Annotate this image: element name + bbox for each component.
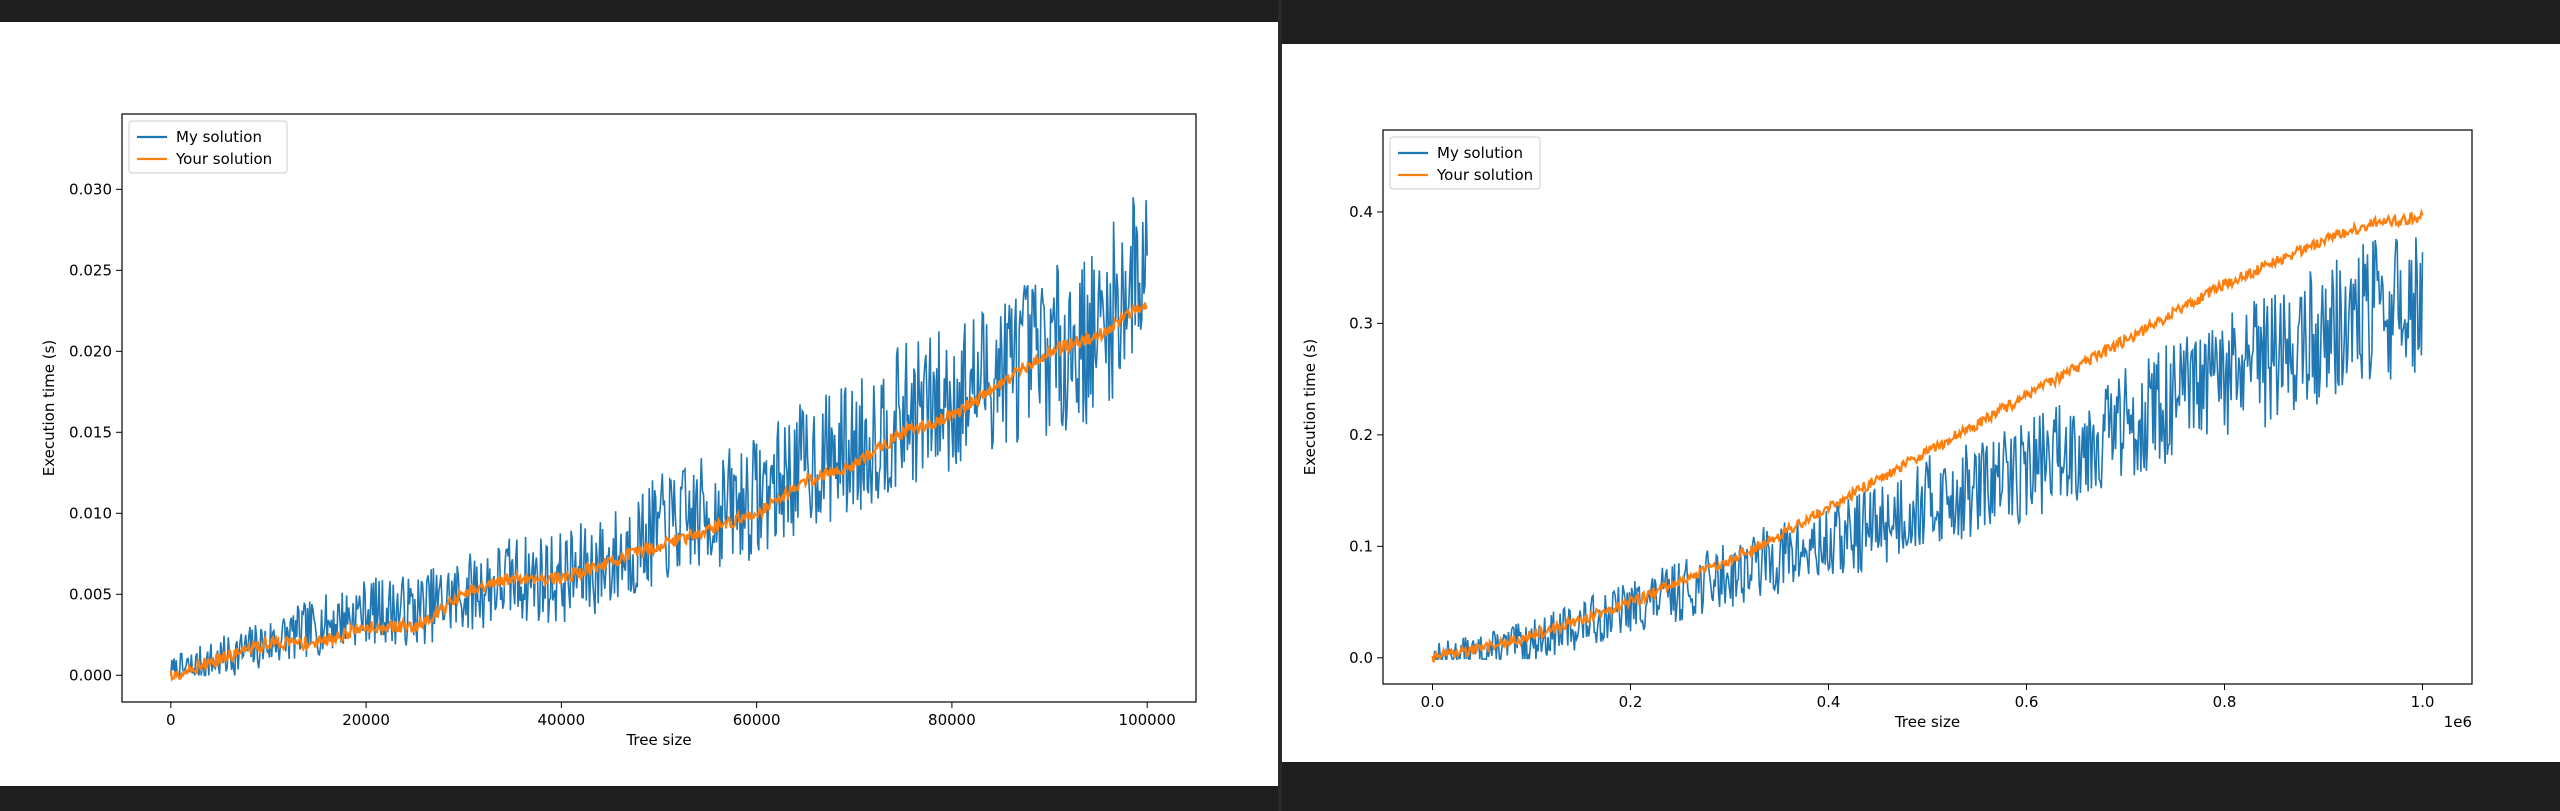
y-tick-label: 0.0 (1349, 649, 1373, 667)
axes-frame (1382, 129, 2473, 685)
x-tick-label: 1.0 (2411, 693, 2435, 711)
x-tick-label: 80000 (928, 711, 976, 729)
x-tick-label: 20000 (342, 711, 390, 729)
legend-entry: My solution (1437, 144, 1523, 162)
legend: My solution Your solution (1389, 136, 1541, 190)
y-tick-label: 0.4 (1349, 203, 1373, 221)
y-tick-label: 0.3 (1349, 314, 1373, 332)
x-tick-label: 0 (166, 711, 176, 729)
y-tick-label: 0.005 (69, 585, 112, 603)
x-tick-label: 0.6 (2015, 693, 2039, 711)
y-tick-label: 0.010 (69, 504, 112, 522)
x-tick-label: 0.8 (2213, 693, 2237, 711)
axes-frame (121, 113, 1197, 703)
y-tick-label: 0.020 (69, 342, 112, 360)
x-tick-label: 0.0 (1421, 693, 1445, 711)
x-tick-label: 0.2 (1619, 693, 1643, 711)
my-solution-line (1432, 237, 2424, 660)
x-tick-label: 0.4 (1817, 693, 1841, 711)
my-solution-line (170, 197, 1148, 677)
legend-entry: Your solution (1436, 166, 1533, 184)
x-tick-label: 60000 (733, 711, 781, 729)
y-tick-label: 0.2 (1349, 426, 1373, 444)
your-solution-line (1431, 208, 2424, 663)
legend: My solution Your solution (128, 120, 288, 174)
window-divider (1278, 0, 1282, 811)
y-tick-label: 0.000 (69, 666, 112, 684)
chart-panel-left: 0 20000 40000 60000 80000 100000 0.000 0.005 0.0… (0, 22, 1278, 786)
chart-panel-right: 0.0 0.2 0.4 0.6 0.8 1.0 0.0 0.1 0.2 0.3 0.4 Tree si… (1282, 44, 2560, 762)
execution-time-chart-right: 0.0 0.2 0.4 0.6 0.8 1.0 0.0 0.1 0.2 0.3 0.4 Tree si… (1301, 129, 2473, 731)
y-tick-label: 0.015 (69, 423, 112, 441)
legend-entry: Your solution (175, 150, 272, 168)
y-tick-label: 0.030 (69, 180, 112, 198)
y-tick-label: 0.025 (69, 261, 112, 279)
execution-time-chart-left: 0 20000 40000 60000 80000 100000 0.000 0.005 0.0… (40, 113, 1197, 749)
y-tick-label: 0.1 (1349, 537, 1373, 555)
y-axis-label: Execution time (s) (40, 340, 58, 477)
y-axis-label: Execution time (s) (1301, 339, 1319, 476)
x-offset-label: 1e6 (2444, 713, 2472, 731)
x-tick-label: 40000 (538, 711, 586, 729)
x-axis-label: Tree size (625, 731, 691, 749)
your-solution-line (169, 302, 1148, 682)
x-axis-label: Tree size (1894, 713, 1960, 731)
legend-entry: My solution (176, 128, 262, 146)
x-tick-label: 100000 (1119, 711, 1176, 729)
